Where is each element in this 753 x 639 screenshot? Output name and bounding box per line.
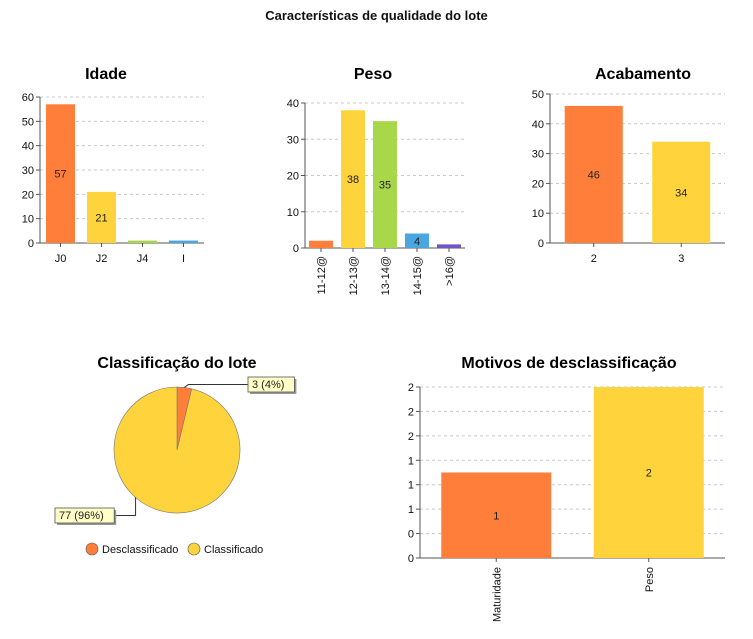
bar-Peso: [593, 387, 704, 558]
chart-classificacao: Classificação do lote 3 (4%) 77 (96%) Descl…: [54, 355, 297, 556]
data-label: 2: [646, 468, 652, 480]
bar-I: [169, 240, 198, 243]
data-label: 38: [347, 174, 359, 186]
x-tick-label: 12-13@: [348, 256, 360, 295]
bar-14-15@: [405, 233, 429, 248]
x-tick-label: I: [182, 253, 185, 265]
y-tick-label: 1: [408, 504, 414, 516]
page-title: Características de qualidade do lote: [265, 8, 488, 23]
y-tick-label: 2: [408, 431, 414, 443]
y-tick-label: 30: [22, 165, 34, 177]
bar-J2: [87, 191, 116, 243]
data-label: 35: [379, 180, 391, 192]
x-tick-label: 11-12@: [316, 256, 328, 294]
bar->16@: [437, 244, 461, 248]
x-tick-label: J2: [96, 253, 108, 265]
y-tick-label: 1: [408, 480, 414, 492]
y-tick-label: 0: [293, 243, 299, 255]
label-leader: [114, 497, 137, 516]
y-tick-label: 50: [532, 89, 544, 101]
bar-J4: [128, 240, 157, 243]
y-tick-label: 50: [22, 116, 34, 128]
x-tick-label: 2: [591, 253, 597, 265]
bar-2: [564, 105, 623, 243]
data-label: 4: [414, 236, 420, 248]
x-tick-label: Maturidade: [491, 567, 503, 622]
y-tick-label: 10: [532, 208, 544, 220]
x-tick-label: 3: [678, 253, 684, 265]
chart-title: Motivos de desclassificação: [461, 355, 676, 372]
x-tick-label: >16@: [444, 256, 456, 286]
y-tick-label: 0: [28, 238, 34, 250]
data-label: 3 (4%): [252, 379, 284, 391]
y-tick-label: 40: [287, 98, 299, 110]
data-label: 1: [493, 510, 499, 522]
chart-motivos: Motivos de desclassificação 0 0 1 1 1 2 2 2 1 Matu…: [408, 355, 725, 622]
bar-11-12@: [309, 240, 333, 248]
y-tick-label: 10: [287, 207, 299, 219]
y-tick-label: 1: [408, 455, 414, 467]
label-box: [247, 376, 295, 393]
y-tick-label: 30: [287, 134, 299, 146]
y-tick-label: 0: [408, 553, 414, 565]
legend-label: Desclassificado: [102, 544, 178, 556]
chart-title: Idade: [85, 66, 127, 83]
data-label: 57: [54, 169, 66, 181]
legend-label: Classificado: [204, 544, 263, 556]
legend-marker: [187, 542, 201, 556]
y-tick-label: 0: [538, 238, 544, 250]
bar-J0: [46, 104, 75, 243]
x-tick-label: 13-14@: [380, 256, 392, 295]
chart-title: Classificação do lote: [97, 355, 256, 372]
x-tick-label: J4: [137, 253, 149, 265]
chart-idade: Idade 0 10 20 30 40 50 60 57 J0 21 J2 J4 I: [22, 66, 204, 265]
data-label: 34: [675, 187, 687, 199]
label-leader: [184, 384, 248, 388]
chart-peso: Peso 0 10 20 30 40 11-12@ 38 12-13@ 35 13-14@ 4 14-1…: [287, 66, 465, 295]
y-tick-label: 30: [532, 149, 544, 161]
pie-slice-Classificado: [113, 386, 241, 514]
data-label: 21: [95, 212, 107, 224]
y-tick-label: 2: [408, 382, 414, 394]
bar-13-14@: [373, 121, 397, 248]
legend-marker: [85, 542, 99, 556]
data-label: 46: [588, 169, 600, 181]
y-tick-label: 2: [408, 406, 414, 418]
chart-title: Acabamento: [595, 66, 691, 83]
y-tick-label: 60: [22, 92, 34, 104]
y-tick-label: 20: [22, 189, 34, 201]
y-tick-label: 0: [408, 529, 414, 541]
label-box: [54, 507, 115, 524]
x-tick-label: J0: [55, 253, 67, 265]
bar-12-13@: [341, 110, 365, 248]
y-tick-label: 10: [22, 214, 34, 226]
x-tick-label: Peso: [644, 567, 656, 592]
chart-title: Peso: [354, 66, 392, 83]
chart-acabamento: Acabamento 0 10 20 30 40 50 46 2 34 3: [532, 66, 725, 265]
y-tick-label: 40: [22, 141, 34, 153]
x-tick-label: 14-15@: [412, 256, 424, 295]
y-tick-label: 20: [532, 178, 544, 190]
bar-3: [652, 141, 711, 243]
y-tick-label: 40: [532, 119, 544, 131]
bar-Maturidade: [441, 472, 552, 558]
y-tick-label: 20: [287, 171, 299, 183]
data-label: 77 (96%): [59, 510, 104, 522]
